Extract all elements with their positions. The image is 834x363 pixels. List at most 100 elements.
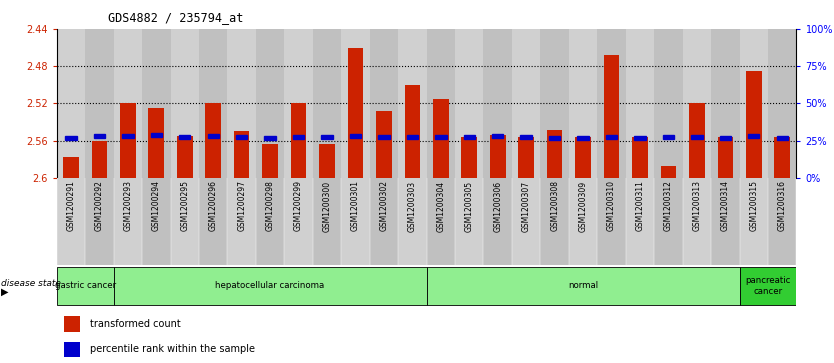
Bar [57, 29, 85, 178]
Text: GSM1200305: GSM1200305 [465, 180, 474, 232]
Bar [313, 178, 341, 265]
Bar [427, 178, 455, 265]
Bar [177, 136, 193, 178]
Bar [720, 136, 731, 140]
Text: GSM1200308: GSM1200308 [550, 180, 559, 232]
Bar [228, 178, 256, 265]
Text: GSM1200302: GSM1200302 [379, 180, 389, 232]
Bar [464, 135, 475, 139]
Text: GSM1200315: GSM1200315 [749, 180, 758, 232]
Bar [369, 29, 398, 178]
Text: GSM1200303: GSM1200303 [408, 180, 417, 232]
Bar [575, 137, 591, 178]
Bar [404, 85, 420, 178]
Text: GSM1200301: GSM1200301 [351, 180, 360, 232]
Text: GSM1200296: GSM1200296 [208, 180, 218, 232]
Bar [407, 135, 418, 139]
Bar [63, 158, 78, 178]
Bar [236, 135, 248, 139]
Bar [427, 267, 740, 305]
Text: GSM1200298: GSM1200298 [265, 180, 274, 231]
Bar [256, 178, 284, 265]
Bar [228, 29, 256, 178]
Bar [569, 178, 597, 265]
Bar [427, 29, 455, 178]
Bar [520, 135, 532, 139]
Bar [492, 134, 504, 138]
Text: GSM1200300: GSM1200300 [323, 180, 331, 232]
Bar [512, 29, 540, 178]
Text: pancreatic
cancer: pancreatic cancer [746, 276, 791, 295]
Bar [142, 29, 170, 178]
Bar [776, 136, 788, 140]
Text: GDS4882 / 235794_at: GDS4882 / 235794_at [108, 11, 244, 24]
Bar [635, 136, 646, 140]
Bar [148, 108, 164, 178]
Bar [349, 134, 361, 138]
Bar [455, 29, 484, 178]
Bar [661, 166, 676, 178]
Text: GSM1200306: GSM1200306 [493, 180, 502, 232]
Bar [740, 178, 768, 265]
Bar [113, 267, 426, 305]
Bar [379, 135, 389, 139]
Bar [746, 71, 761, 178]
Bar [740, 267, 796, 305]
Bar [540, 29, 569, 178]
Bar [113, 29, 142, 178]
Bar [120, 103, 136, 178]
Text: GSM1200299: GSM1200299 [294, 180, 303, 232]
Bar [234, 131, 249, 178]
Bar [179, 135, 190, 139]
Text: percentile rank within the sample: percentile rank within the sample [90, 344, 255, 355]
Bar [683, 178, 711, 265]
Bar [57, 267, 113, 305]
Bar [663, 135, 674, 139]
Text: GSM1200307: GSM1200307 [522, 180, 530, 232]
Bar [605, 135, 617, 139]
Bar [398, 178, 427, 265]
Bar [569, 29, 597, 178]
Bar [768, 29, 796, 178]
Text: GSM1200292: GSM1200292 [95, 180, 104, 231]
Text: GSM1200310: GSM1200310 [607, 180, 616, 232]
Bar [151, 133, 162, 137]
Bar [376, 111, 392, 178]
Text: GSM1200311: GSM1200311 [636, 180, 645, 231]
Bar [85, 29, 113, 178]
Bar [597, 29, 626, 178]
Bar [93, 134, 105, 138]
Bar [654, 178, 683, 265]
Bar [199, 29, 228, 178]
Bar [604, 55, 620, 178]
Bar [199, 178, 228, 265]
Text: GSM1200291: GSM1200291 [67, 180, 75, 231]
Bar [341, 178, 369, 265]
Text: ▶: ▶ [1, 287, 8, 297]
Bar [490, 135, 505, 178]
Text: GSM1200304: GSM1200304 [436, 180, 445, 232]
Text: disease state: disease state [1, 279, 61, 288]
Bar [313, 29, 341, 178]
Bar [64, 342, 80, 357]
Bar [319, 144, 334, 178]
Bar [717, 137, 733, 178]
Bar [341, 29, 369, 178]
Text: gastric cancer: gastric cancer [54, 281, 116, 290]
Bar [626, 178, 654, 265]
Bar [775, 137, 790, 178]
Text: GSM1200297: GSM1200297 [237, 180, 246, 232]
Bar [549, 136, 560, 140]
Text: normal: normal [568, 281, 598, 290]
Bar [262, 144, 278, 178]
Bar [57, 178, 85, 265]
Bar [170, 29, 199, 178]
Bar [64, 316, 80, 332]
Bar [484, 178, 512, 265]
Bar [113, 178, 142, 265]
Text: GSM1200316: GSM1200316 [778, 180, 786, 232]
Bar [461, 137, 477, 178]
Bar [540, 178, 569, 265]
Bar [711, 29, 740, 178]
Bar [205, 103, 221, 178]
